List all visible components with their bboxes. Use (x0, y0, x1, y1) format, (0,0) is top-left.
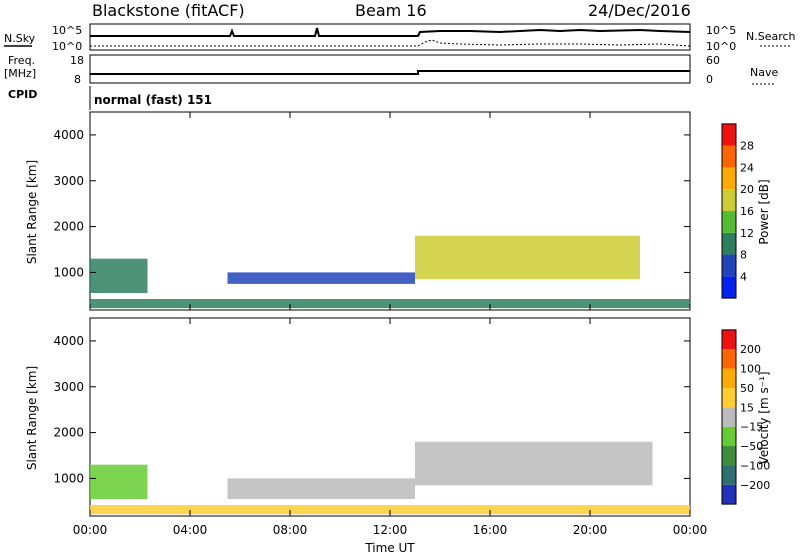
freq-tick-low: 8 (74, 73, 81, 86)
nsearch-label: N.Search (746, 30, 796, 43)
velocity-colorbar-swatch-8 (722, 329, 736, 350)
time-tick-label-1: 04:00 (173, 523, 208, 537)
power-colorbar-label: Power [dB] (757, 179, 771, 244)
freq-trace (90, 70, 690, 75)
power-regions (90, 235, 690, 309)
velocity-ytick-label-0: 1000 (53, 471, 84, 485)
freq-panel-frame (89, 54, 691, 84)
velocity-colorbar-tick-3: 15 (740, 401, 754, 414)
time-tick-label-4: 16:00 (473, 523, 508, 537)
velocity-ytick-label-1: 2000 (53, 426, 84, 440)
time-tick-label-0: 00:00 (73, 523, 108, 537)
power-ytick-label-3: 4000 (53, 128, 84, 142)
power-colorbar-swatch-3 (722, 211, 736, 233)
time-tick-label-2: 08:00 (273, 523, 308, 537)
velocity-colorbar-swatch-3 (722, 426, 736, 447)
velocity-colorbar-tick-4: −15 (740, 421, 763, 434)
velocity-ytick-label-3: 4000 (53, 334, 84, 348)
nsky-label: N.Sky (4, 32, 36, 45)
power-colorbar-swatch-0 (722, 276, 736, 299)
velocity-colorbar: 200 100 50 15 −15 −50 −100 −200 (721, 329, 770, 505)
power-colorbar-tick-5: 8 (740, 249, 747, 262)
power-ylabel: Slant Range [km] (25, 160, 39, 264)
power-panel: 1000 2000 3000 4000 Slant Range [km] 28 24 20… (25, 111, 771, 311)
velocity-colorbar-swatch-7 (722, 349, 736, 369)
velocity-colorbar-swatch-1 (722, 465, 736, 485)
noise-tick-left-high: 10^5 (52, 24, 82, 37)
power-region-1 (227, 272, 415, 284)
velocity-colorbar-swatch-0 (722, 484, 736, 505)
nsearch-trace (90, 39, 691, 47)
beam-title: Beam 16 (355, 1, 427, 20)
power-ytick-label-2: 3000 (53, 174, 84, 188)
nsky-trace (90, 27, 691, 37)
velocity-regions (90, 441, 690, 515)
velocity-region-3 (90, 505, 690, 515)
power-region-2 (415, 235, 640, 280)
power-colorbar-swatch-7 (722, 123, 736, 146)
freq-label: Freq. (8, 54, 35, 67)
power-colorbar-swatch-5 (722, 167, 736, 190)
time-tick-label-5: 20:00 (573, 523, 608, 537)
velocity-ytick-label-2: 3000 (53, 380, 84, 394)
cpid-label: CPID (8, 88, 37, 101)
velocity-colorbar-label: Velocity [m s⁻¹] (757, 371, 771, 464)
velocity-region-0 (90, 464, 148, 500)
power-colorbar-tick-2: 20 (740, 183, 754, 196)
velocity-colorbar-swatch-6 (722, 368, 736, 388)
nave-label: Nave (750, 66, 778, 79)
power-colorbar-frame (721, 123, 737, 299)
power-ytick-label-1: 2000 (53, 220, 84, 234)
time-tick-label-6: 00:00 (673, 523, 708, 537)
time-axis-label: Time UT (364, 541, 415, 554)
power-colorbar-swatch-4 (722, 189, 736, 211)
velocity-colorbar-tick-5: −50 (740, 440, 763, 453)
power-colorbar-tick-1: 24 (740, 161, 754, 174)
time-tick-label-3: 12:00 (373, 523, 408, 537)
velocity-colorbar-tick-0: 200 (740, 343, 761, 356)
velocity-ylabel: Slant Range [km] (25, 366, 39, 470)
velocity-colorbar-tick-6: −100 (740, 459, 770, 472)
velocity-region-1 (227, 478, 415, 500)
power-ytick-label-0: 1000 (53, 265, 84, 279)
time-axis-ticks: 00:00 04:00 08:00 12:00 16:00 20:00 00:00 (73, 523, 708, 537)
power-colorbar-swatch-1 (722, 254, 736, 277)
freq-unit: [MHz] (4, 67, 36, 80)
station-title: Blackstone (fitACF) (92, 1, 245, 20)
nave-tick-high: 60 (706, 54, 720, 67)
power-colorbar-tick-3: 16 (740, 205, 754, 218)
power-colorbar-tick-4: 12 (740, 227, 754, 240)
velocity-axes: 1000 2000 3000 4000 (53, 318, 691, 516)
power-colorbar-tick-0: 28 (740, 140, 754, 153)
velocity-colorbar-tick-2: 50 (740, 382, 754, 395)
power-region-0 (90, 258, 148, 294)
velocity-colorbar-frame (721, 329, 737, 505)
power-region-3 (90, 299, 690, 309)
nave-tick-low: 0 (706, 73, 713, 86)
velocity-region-2 (415, 441, 653, 486)
noise-tick-right-low: 10^0 (706, 40, 736, 53)
velocity-colorbar-swatch-2 (722, 446, 736, 466)
velocity-colorbar-swatch-5 (722, 387, 736, 408)
noise-tick-right-high: 10^5 (706, 24, 736, 37)
noise-tick-left-low: 10^0 (52, 40, 82, 53)
power-axes: 1000 2000 3000 4000 (53, 112, 691, 310)
cpid-value: normal (fast) 151 (94, 93, 212, 107)
velocity-colorbar-swatch-4 (722, 407, 736, 427)
power-colorbar-swatch-6 (722, 145, 736, 168)
power-colorbar-tick-6: 4 (740, 270, 747, 283)
date-title: 24/Dec/2016 (588, 1, 691, 20)
velocity-panel: 1000 2000 3000 4000 Slant Range [km] 200 100… (25, 317, 771, 517)
velocity-colorbar-tick-1: 100 (740, 363, 761, 376)
power-colorbar: 28 24 20 16 12 8 4 (721, 123, 754, 299)
velocity-colorbar-tick-7: −200 (740, 479, 770, 492)
freq-tick-high: 18 (70, 54, 84, 67)
power-colorbar-swatch-2 (722, 232, 736, 255)
